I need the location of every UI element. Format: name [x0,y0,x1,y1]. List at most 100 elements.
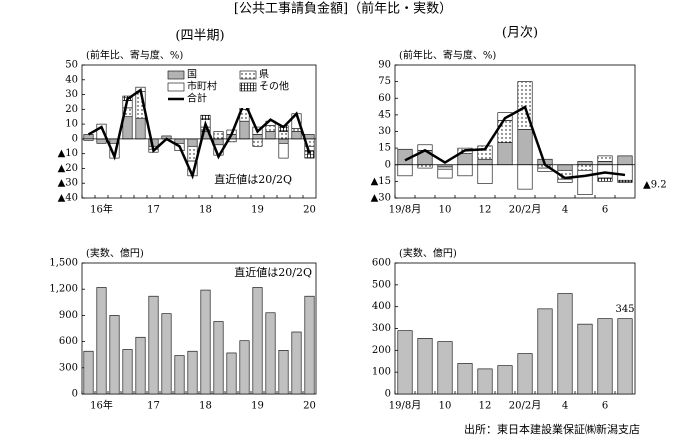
annotation: 直近値は20/2Q [234,265,312,279]
bar [557,293,573,395]
bar-segment [304,134,315,140]
y-tick-label: 200 [372,345,391,356]
bar [187,350,198,395]
bar-segment [477,158,493,166]
legend-label: 市町村 [187,80,217,93]
data-label: ▲9.2 [643,179,667,190]
y-tick-label: 40 [65,74,78,85]
bar [477,368,493,395]
data-label: 345 [615,304,634,315]
x-tick-label: 19/8月 [389,204,421,216]
y-tick-label: 30 [65,89,78,100]
x-tick-label: 16年 [90,203,113,216]
x-tick-label: 6 [602,205,608,216]
y-tick-label: ▲30 [371,193,391,204]
y-tick-label: 300 [59,362,78,373]
bar [200,289,211,395]
y-tick-label: 0 [72,133,78,144]
y-axis-label: (前年比、寄与度、%) [399,49,496,62]
y-tick-label: 30 [378,126,391,137]
y-tick-label: 75 [378,76,391,87]
plot-frame [81,262,317,395]
bar-segment [617,179,633,183]
bar-segment [577,164,593,171]
y-tick-label: 0 [385,159,391,170]
bar-segment [597,177,613,182]
y-tick-label: 1,500 [49,258,78,269]
bar-segment [457,153,473,166]
bar-segment [437,166,453,170]
y-axis-label: (実数、億円) [399,247,457,260]
y-tick-label: 100 [372,367,391,378]
bar-segment [200,114,211,120]
y-tick-label: ▲15 [371,176,391,187]
bar-segment [597,161,613,166]
bar [437,341,453,395]
bar-segment [187,138,198,147]
bar-segment [497,142,513,166]
bar [457,363,473,395]
y-tick-label: 0 [385,389,391,400]
bar-segment [252,134,263,140]
legend-label: 国 [187,69,197,81]
bar [291,331,302,395]
x-tick-label: 20 [303,205,316,216]
bar-segment [597,155,613,162]
y-tick-label: 900 [59,310,78,321]
legend-swatch [239,70,257,80]
bar-segment [417,164,433,169]
y-tick-label: 45 [378,109,391,120]
x-tick-label: 10 [439,401,452,412]
bar [617,318,633,395]
bar [265,312,276,395]
bar-segment [213,131,224,140]
chart-title: (月次) [502,25,538,41]
x-tick-label: 12 [479,401,492,412]
bar [96,287,107,395]
y-tick-label: 500 [372,279,391,290]
total-line [87,88,311,180]
y-tick-label: 600 [372,258,391,269]
y-tick-label: 400 [372,301,391,312]
bar [213,321,224,395]
bar [83,350,94,395]
legend-swatch [167,82,185,92]
x-tick-label: 16年 [90,399,113,412]
bar [135,336,146,395]
x-tick-label: 12 [479,205,492,216]
total-line [404,105,626,180]
x-tick-label: 19 [251,401,264,412]
bar-segment [96,138,107,144]
bar [174,355,185,395]
bar [304,295,315,395]
bar-segment [278,143,289,159]
bar-segment [397,164,413,177]
y-tick-label: 300 [372,323,391,334]
y-tick-label: 20 [65,104,78,115]
bar [577,323,593,395]
page-title: [公共工事請負金額]（前年比・実数） [234,1,452,17]
x-tick-label: 17 [147,401,160,412]
bar-segment [291,128,302,132]
x-tick-label: 18 [199,205,212,216]
x-tick-label: 20 [303,401,316,412]
y-tick-label: 10 [65,119,78,130]
bar-segment [517,128,533,166]
bar [597,318,613,395]
bar-segment [477,164,493,184]
bar-segment [557,178,573,183]
y-tick-label: ▲40 [58,193,78,204]
bar [517,353,533,395]
source: 出所：東日本建設業保証㈱新潟支店 [464,422,640,436]
bar [417,338,433,395]
bar-segment [617,164,633,181]
bar [148,295,159,395]
bar [537,308,553,395]
y-tick-label: 15 [378,143,391,154]
bar-segment [213,138,224,146]
y-tick-label: ▲20 [58,163,78,174]
bar [252,287,263,395]
y-tick-label: 50 [65,60,78,71]
bar [109,315,120,395]
